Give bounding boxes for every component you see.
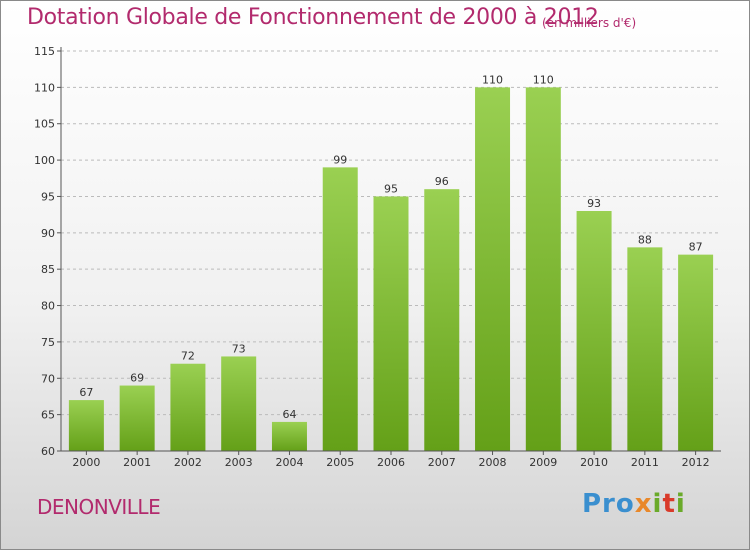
bars xyxy=(68,87,714,451)
x-tick-label-2002: 2002 xyxy=(174,456,202,469)
bar-2012 xyxy=(678,254,714,451)
y-tick-label-90: 90 xyxy=(41,227,55,240)
y-tick-label-95: 95 xyxy=(41,190,55,203)
x-tick-label-2000: 2000 xyxy=(72,456,100,469)
bar-value-label-2000: 67 xyxy=(79,386,93,399)
y-tick-label-70: 70 xyxy=(41,372,55,385)
bar-2000 xyxy=(68,400,104,451)
bar-2010 xyxy=(576,211,612,451)
x-tick-label-2006: 2006 xyxy=(377,456,405,469)
x-tick-label-2005: 2005 xyxy=(326,456,354,469)
y-tick-label-105: 105 xyxy=(34,118,55,131)
bar-value-label-2002: 72 xyxy=(181,350,195,363)
bar-value-label-2001: 69 xyxy=(130,372,144,385)
axes xyxy=(57,47,721,455)
proxiti-logo: Proxiti xyxy=(582,489,686,519)
bar-value-label-2010: 93 xyxy=(587,197,601,210)
bar-value-label-2004: 64 xyxy=(282,408,296,421)
bar-2011 xyxy=(627,247,663,451)
y-tick-label-60: 60 xyxy=(41,445,55,458)
x-tick-label-2003: 2003 xyxy=(225,456,253,469)
commune-name: DENONVILLE xyxy=(37,495,161,519)
x-tick-label-2008: 2008 xyxy=(479,456,507,469)
x-tick-label-2001: 2001 xyxy=(123,456,151,469)
bar-2001 xyxy=(119,385,155,451)
x-tick-label-2009: 2009 xyxy=(529,456,557,469)
bar-2005 xyxy=(322,167,358,451)
y-tick-label-85: 85 xyxy=(41,263,55,276)
bar-2009 xyxy=(525,87,561,451)
labels: 60 65 70 75 80 85 90 95 100 105 110 115 2000 67 2001 69… xyxy=(34,45,710,469)
bar-2004 xyxy=(271,421,307,451)
bar-value-label-2009: 110 xyxy=(533,73,554,86)
x-tick-label-2007: 2007 xyxy=(428,456,456,469)
bar-value-label-2007: 96 xyxy=(435,175,449,188)
y-tick-label-115: 115 xyxy=(34,45,55,58)
bar-2008 xyxy=(475,87,511,451)
chart-subtitle: (en milliers d'€) xyxy=(542,16,637,30)
bar-value-label-2003: 73 xyxy=(232,342,246,355)
x-tick-label-2004: 2004 xyxy=(275,456,303,469)
bar-2002 xyxy=(170,363,206,451)
chart-title: Dotation Globale de Fonctionnement de 20… xyxy=(27,5,599,30)
x-tick-label-2012: 2012 xyxy=(682,456,710,469)
y-tick-label-100: 100 xyxy=(34,154,55,167)
x-tick-label-2011: 2011 xyxy=(631,456,659,469)
y-tick-label-75: 75 xyxy=(41,336,55,349)
bar-value-label-2006: 95 xyxy=(384,182,398,195)
bar-value-label-2012: 87 xyxy=(689,241,703,254)
bar-value-label-2008: 110 xyxy=(482,73,503,86)
y-tick-label-65: 65 xyxy=(41,409,55,422)
bar-value-label-2005: 99 xyxy=(333,153,347,166)
bar-value-label-2011: 88 xyxy=(638,233,652,246)
x-tick-label-2010: 2010 xyxy=(580,456,608,469)
bar-2006 xyxy=(373,196,409,451)
bar-2007 xyxy=(424,189,460,451)
y-tick-label-80: 80 xyxy=(41,300,55,313)
bar-2003 xyxy=(221,356,257,451)
y-tick-label-110: 110 xyxy=(34,81,55,94)
